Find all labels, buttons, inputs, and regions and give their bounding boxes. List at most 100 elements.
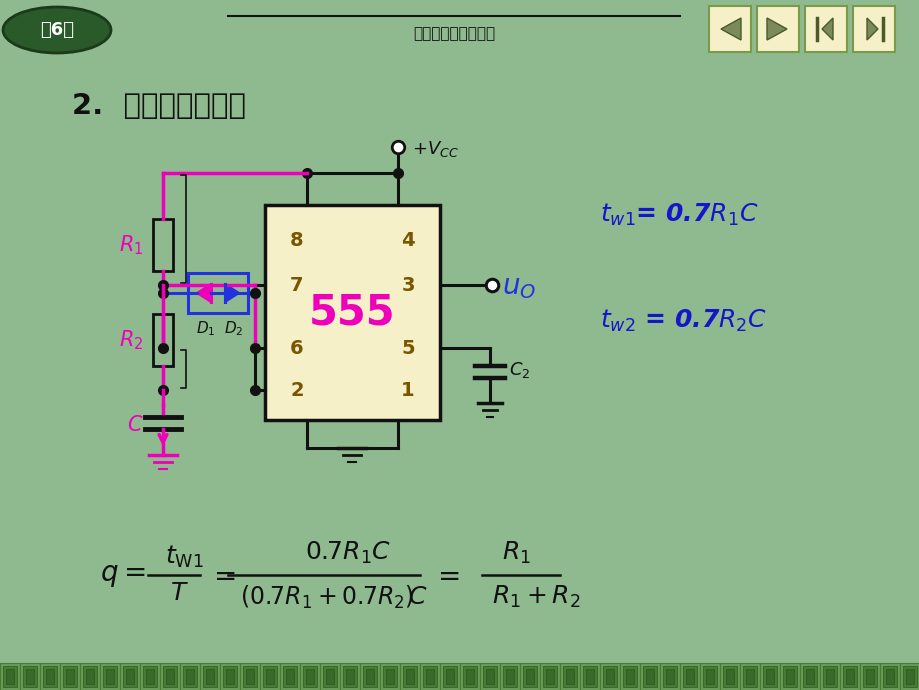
- Text: $R_2$: $R_2$: [119, 328, 143, 352]
- Bar: [499, 663, 519, 690]
- Text: 8: 8: [289, 230, 303, 250]
- Polygon shape: [766, 18, 786, 40]
- Bar: [0, 663, 20, 690]
- Bar: [240, 663, 260, 690]
- Bar: [3, 666, 17, 687]
- Text: $(0.7R_1+0.7R_2)$: $(0.7R_1+0.7R_2)$: [240, 584, 414, 611]
- Text: 1: 1: [401, 380, 414, 400]
- Bar: [83, 666, 96, 687]
- Bar: [466, 669, 473, 684]
- Polygon shape: [821, 18, 832, 40]
- Bar: [263, 666, 277, 687]
- Bar: [165, 669, 174, 684]
- Bar: [899, 663, 919, 690]
- Text: 3: 3: [401, 275, 414, 295]
- Bar: [123, 666, 137, 687]
- Bar: [739, 663, 759, 690]
- Bar: [279, 663, 300, 690]
- Bar: [103, 666, 117, 687]
- Bar: [642, 666, 656, 687]
- Bar: [682, 666, 697, 687]
- Bar: [260, 663, 279, 690]
- Text: $+V_{CC}$: $+V_{CC}$: [412, 139, 459, 159]
- Bar: [446, 669, 453, 684]
- Bar: [859, 663, 879, 690]
- Bar: [382, 666, 397, 687]
- Bar: [725, 669, 733, 684]
- Bar: [380, 663, 400, 690]
- Bar: [100, 663, 119, 690]
- Bar: [286, 669, 294, 684]
- Bar: [542, 666, 556, 687]
- Text: $C$: $C$: [407, 585, 427, 609]
- Text: $D_2$: $D_2$: [224, 319, 244, 337]
- Bar: [619, 663, 640, 690]
- Text: $C$: $C$: [127, 415, 143, 435]
- Bar: [526, 669, 533, 684]
- Bar: [640, 663, 659, 690]
- Bar: [505, 669, 514, 684]
- Bar: [40, 663, 60, 690]
- Bar: [579, 663, 599, 690]
- Bar: [879, 663, 899, 690]
- Bar: [443, 666, 457, 687]
- Text: 4: 4: [401, 230, 414, 250]
- Bar: [43, 666, 57, 687]
- Bar: [300, 663, 320, 690]
- Bar: [839, 663, 859, 690]
- Bar: [722, 666, 736, 687]
- Bar: [400, 663, 420, 690]
- Bar: [779, 663, 800, 690]
- Bar: [785, 669, 793, 684]
- FancyBboxPatch shape: [709, 6, 750, 52]
- Bar: [819, 663, 839, 690]
- Bar: [119, 663, 140, 690]
- FancyBboxPatch shape: [265, 205, 439, 420]
- Bar: [905, 669, 913, 684]
- Bar: [800, 663, 819, 690]
- Bar: [183, 666, 197, 687]
- Bar: [865, 669, 873, 684]
- Bar: [802, 666, 816, 687]
- Bar: [140, 663, 160, 690]
- Bar: [560, 663, 579, 690]
- FancyBboxPatch shape: [804, 6, 846, 52]
- Bar: [302, 666, 317, 687]
- Bar: [323, 666, 336, 687]
- Bar: [480, 663, 499, 690]
- Bar: [663, 666, 676, 687]
- Bar: [602, 666, 617, 687]
- Bar: [405, 669, 414, 684]
- Bar: [622, 666, 636, 687]
- Text: 6: 6: [289, 339, 303, 357]
- Bar: [6, 669, 14, 684]
- Bar: [283, 666, 297, 687]
- Bar: [565, 669, 573, 684]
- Polygon shape: [866, 18, 877, 40]
- Bar: [85, 669, 94, 684]
- Bar: [842, 666, 857, 687]
- Text: $=$: $=$: [432, 561, 460, 589]
- Polygon shape: [225, 284, 239, 302]
- Bar: [686, 669, 693, 684]
- Text: $T$: $T$: [170, 581, 188, 605]
- Bar: [720, 663, 739, 690]
- Bar: [782, 666, 796, 687]
- Bar: [902, 666, 916, 687]
- Bar: [743, 666, 756, 687]
- Bar: [153, 314, 173, 366]
- Polygon shape: [720, 18, 740, 40]
- Bar: [606, 669, 613, 684]
- Bar: [62, 666, 77, 687]
- Bar: [699, 663, 720, 690]
- Text: $t_{w1}$= 0.7$R_1C$: $t_{w1}$= 0.7$R_1C$: [599, 202, 757, 228]
- Text: $u_O$: $u_O$: [502, 273, 536, 301]
- Bar: [462, 666, 476, 687]
- Bar: [645, 669, 653, 684]
- Text: $D_1$: $D_1$: [196, 319, 215, 337]
- Bar: [106, 669, 114, 684]
- Text: $R_1$: $R_1$: [119, 233, 143, 257]
- Bar: [187, 273, 248, 313]
- Bar: [325, 669, 334, 684]
- Bar: [206, 669, 214, 684]
